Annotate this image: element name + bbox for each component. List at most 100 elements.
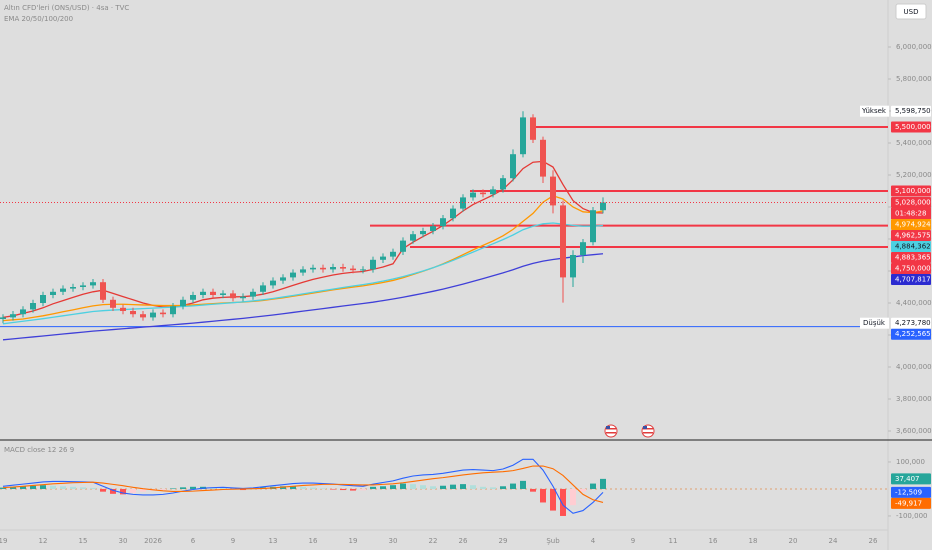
x-tick-label: 22	[429, 537, 438, 545]
macd-label: -49,917	[895, 499, 922, 507]
candle-body	[290, 272, 296, 278]
price-label: 4,750,000	[895, 265, 931, 273]
histogram-bar	[380, 486, 386, 489]
histogram-bar	[160, 488, 166, 490]
ema-line	[2, 222, 604, 325]
candle-body	[170, 306, 176, 315]
x-tick-label: 13	[269, 537, 278, 545]
histogram-bar	[30, 485, 36, 489]
y-tick-label: 5,800,000	[896, 75, 932, 83]
candle-body	[270, 280, 276, 286]
currency-button[interactable]	[895, 3, 927, 20]
candle-body	[330, 267, 336, 270]
candle-body	[490, 189, 496, 195]
candle-body	[260, 285, 266, 292]
signal-line	[2, 465, 604, 503]
histogram-bar	[320, 488, 326, 489]
y-tick-label: 3,800,000	[896, 395, 932, 403]
candle-body	[240, 296, 246, 299]
x-tick-label: 15	[79, 537, 88, 545]
histogram-bar	[60, 486, 66, 489]
candle-body	[550, 176, 556, 206]
histogram-bar	[480, 486, 486, 489]
price-label-box	[891, 121, 931, 133]
candle-body	[520, 117, 526, 155]
histogram-bar	[590, 483, 596, 489]
histogram-bar	[170, 488, 176, 489]
currency-label: USD	[904, 8, 919, 16]
y-tick-label: 100,000	[896, 458, 925, 466]
histogram-bar	[600, 478, 606, 489]
candle-body	[120, 307, 126, 311]
candle-body	[150, 312, 156, 318]
histogram-bar	[130, 488, 136, 494]
histogram-bar	[450, 484, 456, 489]
candle-body	[190, 295, 196, 300]
candle-body	[430, 226, 436, 231]
candle-body	[130, 311, 136, 315]
candle-body	[310, 267, 316, 270]
flag-stripe	[643, 428, 653, 430]
flag-stripe	[606, 428, 616, 430]
histogram-bar	[120, 488, 126, 495]
event-icon[interactable]	[641, 424, 655, 438]
candle-body	[70, 287, 76, 289]
histogram-bar	[190, 486, 196, 489]
macd-label-box	[891, 473, 931, 485]
x-tick-label: 18	[749, 537, 758, 545]
histogram-bar	[410, 484, 416, 489]
candle-body	[540, 139, 546, 177]
candle-body	[470, 192, 476, 198]
histogram-bar	[0, 487, 6, 489]
flag-canton	[643, 426, 647, 429]
price-label: 4,707,817	[895, 276, 931, 284]
price-label-box	[891, 185, 931, 197]
histogram-bar	[470, 485, 476, 489]
candle-body	[480, 192, 486, 195]
candle-body	[90, 282, 96, 286]
candle-body	[10, 314, 16, 318]
histogram-bar	[290, 486, 296, 489]
tag-box	[860, 317, 889, 329]
candle-body	[500, 178, 506, 190]
candle-body	[20, 309, 26, 315]
candle-body	[530, 117, 536, 140]
histogram-bar	[360, 488, 366, 491]
candle-body	[380, 256, 386, 260]
histogram-bar	[20, 486, 26, 489]
histogram-bar	[490, 487, 496, 489]
y-tick-label: 5,400,000	[896, 139, 932, 147]
y-tick-label: 4,000,000	[896, 363, 932, 371]
histogram-bar	[180, 487, 186, 489]
candle-body	[110, 299, 116, 308]
countdown-box	[891, 208, 931, 220]
macd-label-box	[891, 497, 931, 509]
histogram-bar	[50, 485, 56, 489]
price-label-box	[891, 317, 931, 329]
macd-label-box	[891, 486, 931, 498]
histogram-bar	[430, 486, 436, 489]
ema-line	[2, 195, 604, 322]
macd-label: -12,509	[895, 488, 922, 496]
candle-body	[400, 240, 406, 252]
candle-body	[590, 210, 596, 243]
tag-label: Yüksek	[861, 107, 887, 115]
x-tick-label: 26	[459, 537, 468, 545]
candle-body	[600, 202, 606, 211]
y-tick-label: 5,200,000	[896, 171, 932, 179]
histogram-bar	[570, 488, 576, 506]
x-tick-label: 4	[591, 537, 596, 545]
price-label: 4,883,365	[895, 254, 931, 262]
candle-body	[580, 242, 586, 255]
y-tick-label: 3,600,000	[896, 427, 932, 435]
event-icon[interactable]	[604, 424, 618, 438]
histogram-bar	[210, 487, 216, 489]
candle-body	[560, 205, 566, 278]
y-tick-label: 4,400,000	[896, 299, 932, 307]
candle-body	[300, 269, 306, 273]
countdown: 01:48:28	[895, 210, 926, 218]
candle-body	[390, 251, 396, 257]
